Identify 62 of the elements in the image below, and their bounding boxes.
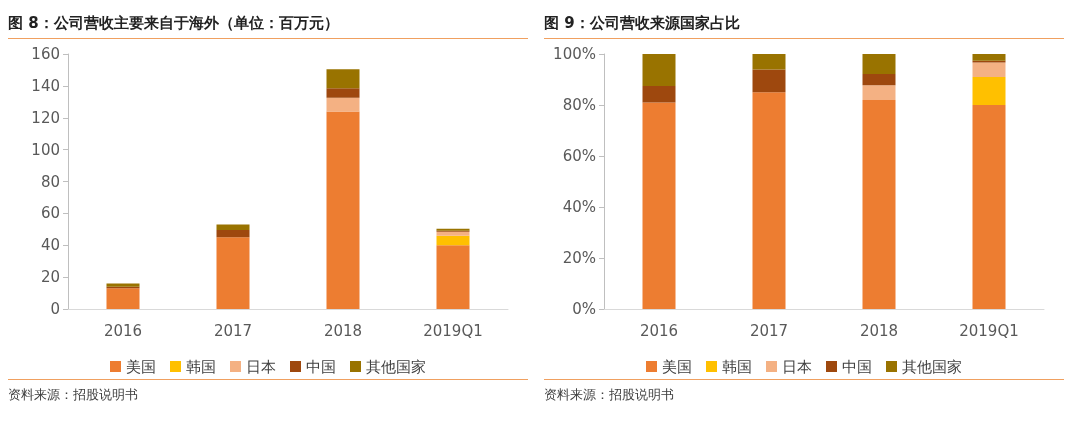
bar xyxy=(216,237,250,309)
legend-label: 日本 xyxy=(782,357,812,376)
text: 资料来源：招股说明书 xyxy=(544,386,675,404)
legend-label: 美国 xyxy=(126,357,156,376)
x-tick-label: 2019Q1 xyxy=(423,321,483,340)
chart-title: 图 9：公司营收来源国家占比 xyxy=(544,8,1064,39)
bar xyxy=(752,69,786,93)
y-tick-label: 80 xyxy=(40,172,60,191)
legend-label: 其他国家 xyxy=(366,357,426,376)
x-tick-label: 2019Q1 xyxy=(959,321,1019,340)
bar xyxy=(862,73,896,86)
bar xyxy=(106,288,140,309)
y-tick-label: 160 xyxy=(31,45,60,63)
bar xyxy=(862,99,896,309)
bar xyxy=(436,231,470,236)
bar xyxy=(326,111,360,309)
x-tick-label: 2016 xyxy=(639,321,679,340)
y-tick-label: 40 xyxy=(40,236,60,255)
bar xyxy=(642,102,676,309)
legend-label: 韩国 xyxy=(722,357,752,376)
y-tick-label: 60% xyxy=(562,147,596,165)
bar xyxy=(752,92,786,309)
bar xyxy=(326,88,360,98)
y-tick-label: 140 xyxy=(31,76,60,95)
legend-label: 中国 xyxy=(842,357,872,376)
bar xyxy=(972,54,1006,61)
bar xyxy=(862,54,896,74)
y-tick-label: 40% xyxy=(562,198,596,216)
y-tick-label: 80% xyxy=(562,96,596,114)
bar xyxy=(642,54,676,86)
text: 资料来源：招股说明书 xyxy=(8,386,139,404)
bar xyxy=(972,76,1006,105)
legend-label: 韩国 xyxy=(186,357,216,376)
legend-label: 日本 xyxy=(246,357,276,376)
y-tick-label: 20% xyxy=(562,249,596,267)
legend-label: 中国 xyxy=(306,357,336,376)
legend-label: 美国 xyxy=(662,357,692,376)
bar xyxy=(216,230,250,238)
bar xyxy=(972,105,1006,309)
x-tick-label: 2016 xyxy=(103,321,143,340)
y-tick-label: 100% xyxy=(553,45,596,63)
y-tick-label: 0% xyxy=(572,300,596,318)
y-tick-label: 120 xyxy=(31,108,60,127)
y-tick-label: 20 xyxy=(40,268,60,287)
bar xyxy=(216,224,250,231)
bar xyxy=(862,85,896,100)
bar xyxy=(436,235,470,246)
bar xyxy=(436,245,470,309)
bar xyxy=(972,62,1006,77)
y-tick-label: 60 xyxy=(40,204,60,223)
bar xyxy=(326,69,360,89)
x-tick-label: 2018 xyxy=(323,321,363,340)
legend-label: 其他国家 xyxy=(902,357,962,376)
x-tick-label: 2018 xyxy=(859,321,899,340)
bar xyxy=(642,85,676,103)
y-tick-label: 100 xyxy=(31,140,60,159)
bar xyxy=(752,54,786,70)
y-tick-label: 0 xyxy=(50,300,60,318)
chart-title: 图 8：公司营收主要来自于海外（单位：百万元） xyxy=(8,8,528,39)
bar xyxy=(326,97,360,112)
x-tick-label: 2017 xyxy=(213,321,253,340)
x-tick-label: 2017 xyxy=(749,321,789,340)
